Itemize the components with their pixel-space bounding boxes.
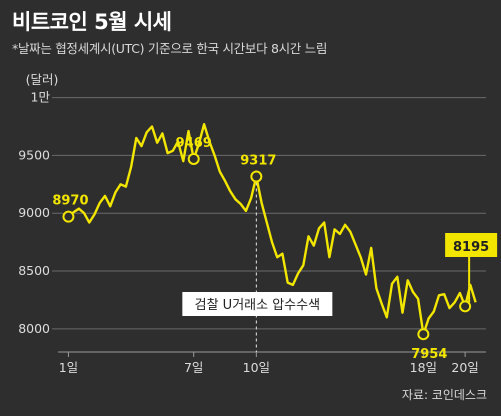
annotation-label: 9317 bbox=[240, 154, 276, 169]
x-tick-label: 20일 bbox=[451, 360, 478, 375]
annotation-box bbox=[445, 233, 498, 257]
annotation-label: 8195 bbox=[453, 240, 489, 255]
y-tick-label: 8000 bbox=[18, 321, 50, 336]
annotation-marker bbox=[417, 328, 430, 341]
source-credit: 자료: 코인데스크 bbox=[401, 388, 487, 402]
x-tick-label: 10일 bbox=[243, 360, 270, 375]
chart-title: 비트코인 5월 시세 bbox=[12, 10, 172, 34]
annotation-label: 9469 bbox=[176, 136, 212, 151]
annotation-marker bbox=[187, 152, 200, 165]
chart-subtitle: *날짜는 협정세계시(UTC) 기준으로 한국 시간보다 8시간 느림 bbox=[12, 41, 328, 56]
price-series-line bbox=[67, 122, 477, 336]
x-tick-label: 18일 bbox=[410, 360, 437, 375]
annotation-marker bbox=[459, 300, 472, 313]
annotation-label: 8970 bbox=[52, 194, 88, 209]
x-tick-label: 7일 bbox=[184, 360, 203, 375]
event-label-box bbox=[182, 292, 333, 316]
y-axis-unit-label: (달러) bbox=[26, 72, 59, 87]
annotation-marker bbox=[250, 170, 263, 183]
annotation-label: 7954 bbox=[411, 347, 447, 362]
y-tick-label: 9500 bbox=[18, 147, 50, 162]
event-label: 검찰 U거래소 압수수색 bbox=[195, 298, 320, 313]
y-tick-label: 9000 bbox=[18, 205, 50, 220]
x-tick-label: 1일 bbox=[59, 360, 78, 375]
y-tick-label: 8500 bbox=[18, 263, 50, 278]
y-tick-label: 1만 bbox=[31, 90, 51, 105]
annotation-marker bbox=[62, 210, 75, 223]
